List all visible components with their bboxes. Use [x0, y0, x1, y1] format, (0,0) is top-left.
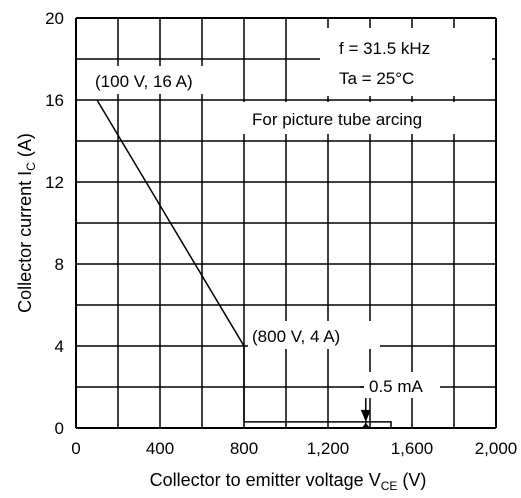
point1-label: (100 V, 16 A)	[95, 72, 193, 91]
temperature-condition: Ta = 25°C	[339, 69, 414, 88]
note-text: For picture tube arcing	[252, 110, 422, 129]
y-tick-label: 16	[45, 91, 64, 110]
note-box	[240, 102, 492, 134]
x-tick-label: 1,600	[391, 439, 434, 458]
y-tick-label: 8	[55, 255, 64, 274]
x-tick-label: 0	[71, 439, 80, 458]
current-label: 0.5 mA	[369, 377, 424, 396]
x-tick-label: 800	[230, 439, 258, 458]
current-label-bg	[364, 372, 440, 398]
y-tick-label: 20	[45, 9, 64, 28]
current-arrow-down	[360, 409, 371, 422]
series-line	[96, 99, 392, 428]
x-tick-label: 400	[146, 439, 174, 458]
y-axis-title: Collector current IC (A)	[15, 133, 38, 313]
current-arrow-up	[360, 422, 371, 429]
tick-labels: 0 400 800 1,200 1,600 2,000 0 4 8 12 16 20	[45, 9, 517, 458]
conditions-box	[320, 28, 492, 96]
y-tick-label: 0	[55, 419, 64, 438]
point2-label: (800 V, 4 A)	[252, 327, 340, 346]
x-axis-title: Collector to emitter voltage VCE (V)	[150, 470, 427, 493]
frequency-condition: f = 31.5 kHz	[339, 39, 430, 58]
y-tick-label: 4	[55, 337, 64, 356]
x-tick-label: 2,000	[475, 439, 518, 458]
point1-label-bg	[90, 66, 236, 94]
point2-label-bg	[248, 321, 380, 349]
x-tick-label: 1,200	[307, 439, 350, 458]
y-tick-label: 12	[45, 173, 64, 192]
